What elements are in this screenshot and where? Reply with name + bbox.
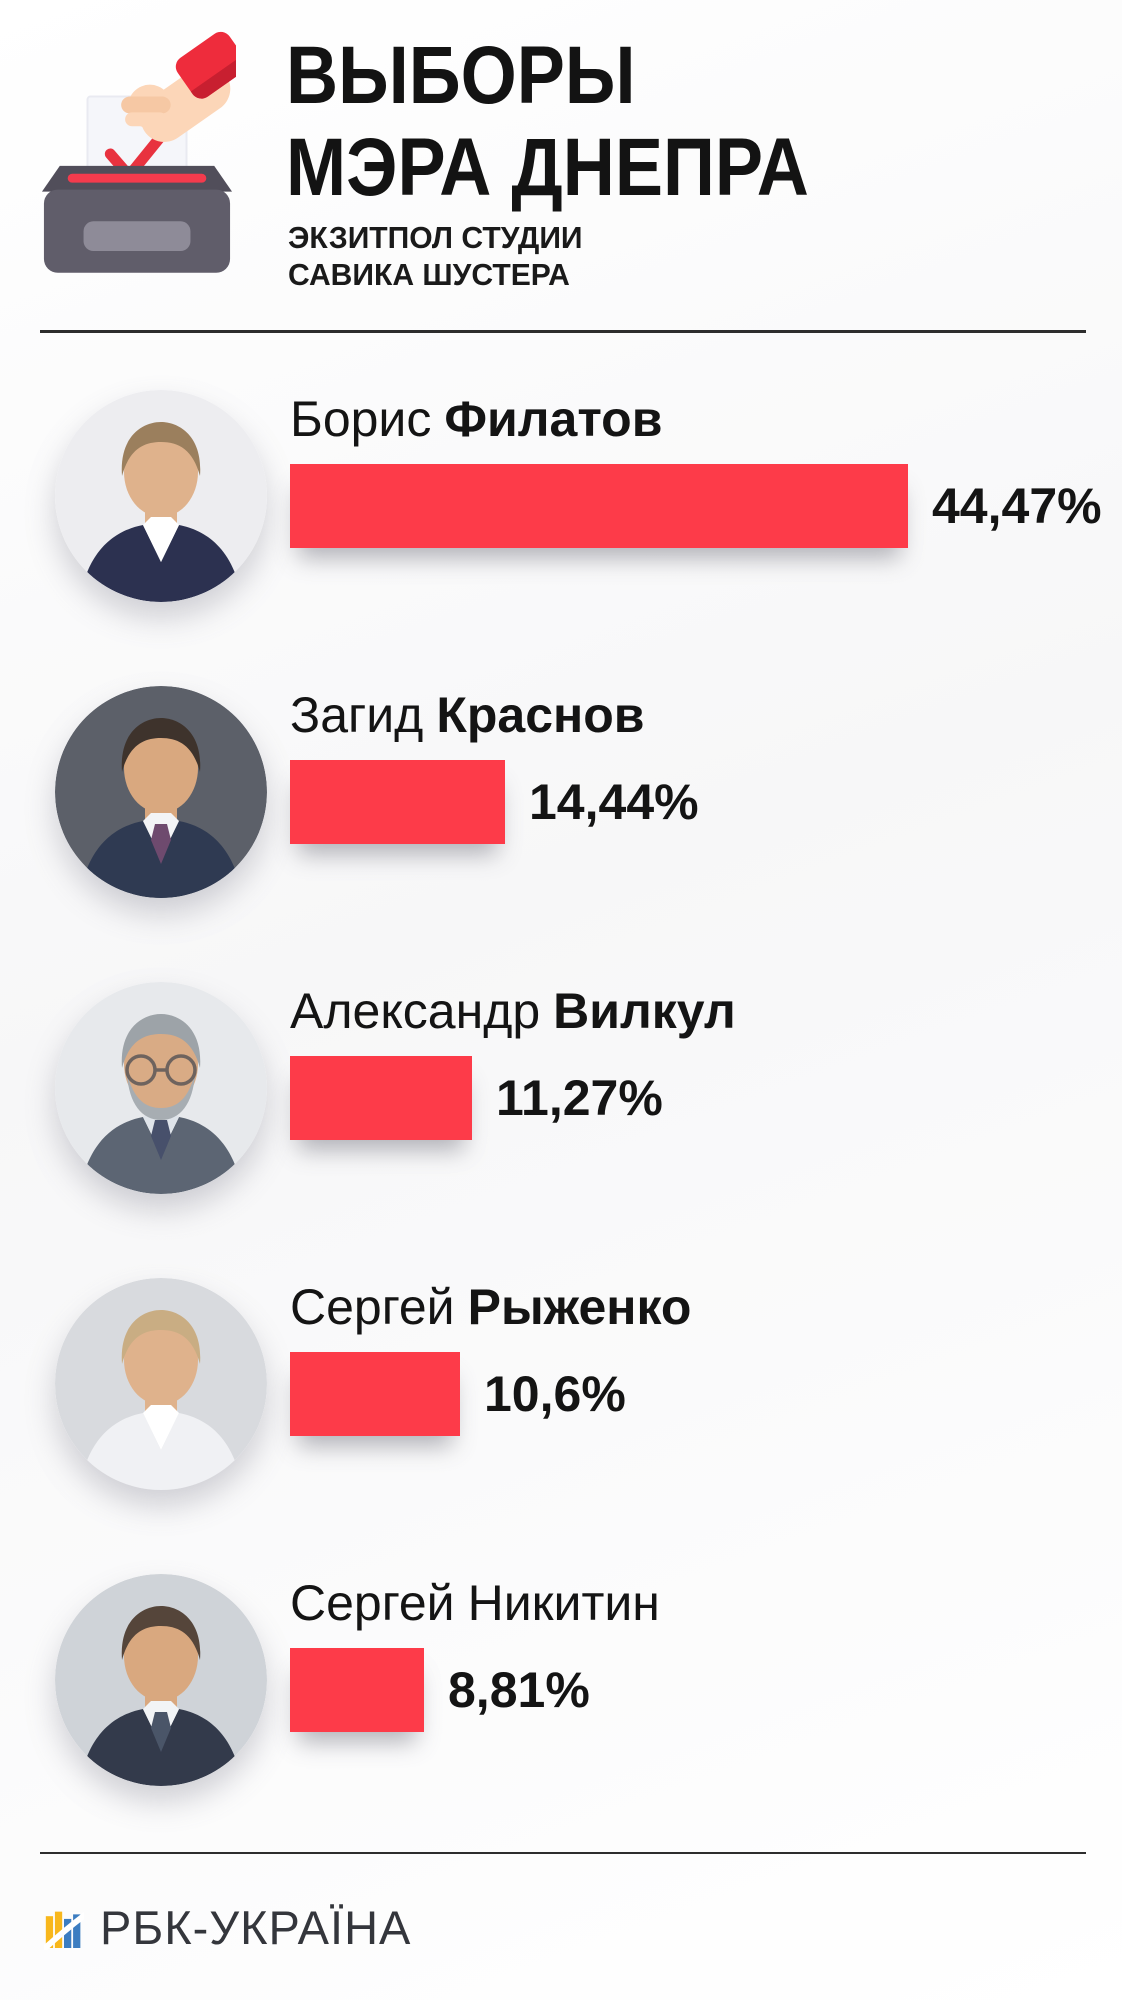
candidate-photo — [55, 390, 267, 602]
page-subtitle: ЭКЗИТПОЛ СТУДИИ САВИКА ШУСТЕРА — [288, 220, 583, 292]
result-value: 14,44% — [529, 774, 699, 830]
page-title: ВЫБОРЫ МЭРА ДНЕПРА — [286, 30, 809, 213]
candidate-name: Александр Вилкул — [290, 983, 736, 1039]
candidate-result: Александр Вилкул 11,27% — [290, 980, 1122, 1276]
candidate-name: Сергей Никитин — [290, 1575, 660, 1631]
result-value: 44,47% — [932, 478, 1102, 534]
result-value: 10,6% — [484, 1366, 626, 1422]
result-bar — [290, 1352, 460, 1436]
candidate-photo — [55, 686, 267, 898]
result-bar — [290, 760, 505, 844]
candidate-result: Борис Филатов 44,47% — [290, 388, 1122, 684]
candidate-photo — [55, 1278, 267, 1490]
result-value: 8,81% — [448, 1662, 590, 1718]
candidate-name: Сергей Рыженко — [290, 1279, 692, 1335]
candidate-row: Сергей Никитин 8,81% — [0, 1572, 1122, 1868]
candidate-row: Загид Краснов 14,44% — [0, 684, 1122, 980]
ballot-box-icon — [38, 26, 247, 276]
result-bar — [290, 1056, 472, 1140]
brand: РБК-УКРАЇНА — [40, 1901, 412, 1954]
rbc-ukraine-logo-icon — [40, 1906, 89, 1953]
candidate-row: Сергей Рыженко 10,6% — [0, 1276, 1122, 1572]
candidate-photo — [55, 982, 267, 1194]
result-bar — [290, 464, 908, 548]
result-bar — [290, 1648, 424, 1732]
candidate-name: Загид Краснов — [290, 687, 645, 743]
candidate-row: Александр Вилкул 11,27% — [0, 980, 1122, 1276]
header-divider — [40, 330, 1086, 333]
candidate-name: Борис Филатов — [290, 391, 663, 447]
candidate-photo — [55, 1574, 267, 1786]
candidate-row: Борис Филатов 44,47% — [0, 388, 1122, 684]
footer-divider — [40, 1852, 1086, 1854]
brand-name: РБК-УКРАЇНА — [100, 1901, 412, 1954]
result-value: 11,27% — [496, 1070, 663, 1126]
candidate-result: Загид Краснов 14,44% — [290, 684, 1122, 980]
candidate-result: Сергей Рыженко 10,6% — [290, 1276, 1122, 1572]
candidate-result: Сергей Никитин 8,81% — [290, 1572, 1122, 1868]
